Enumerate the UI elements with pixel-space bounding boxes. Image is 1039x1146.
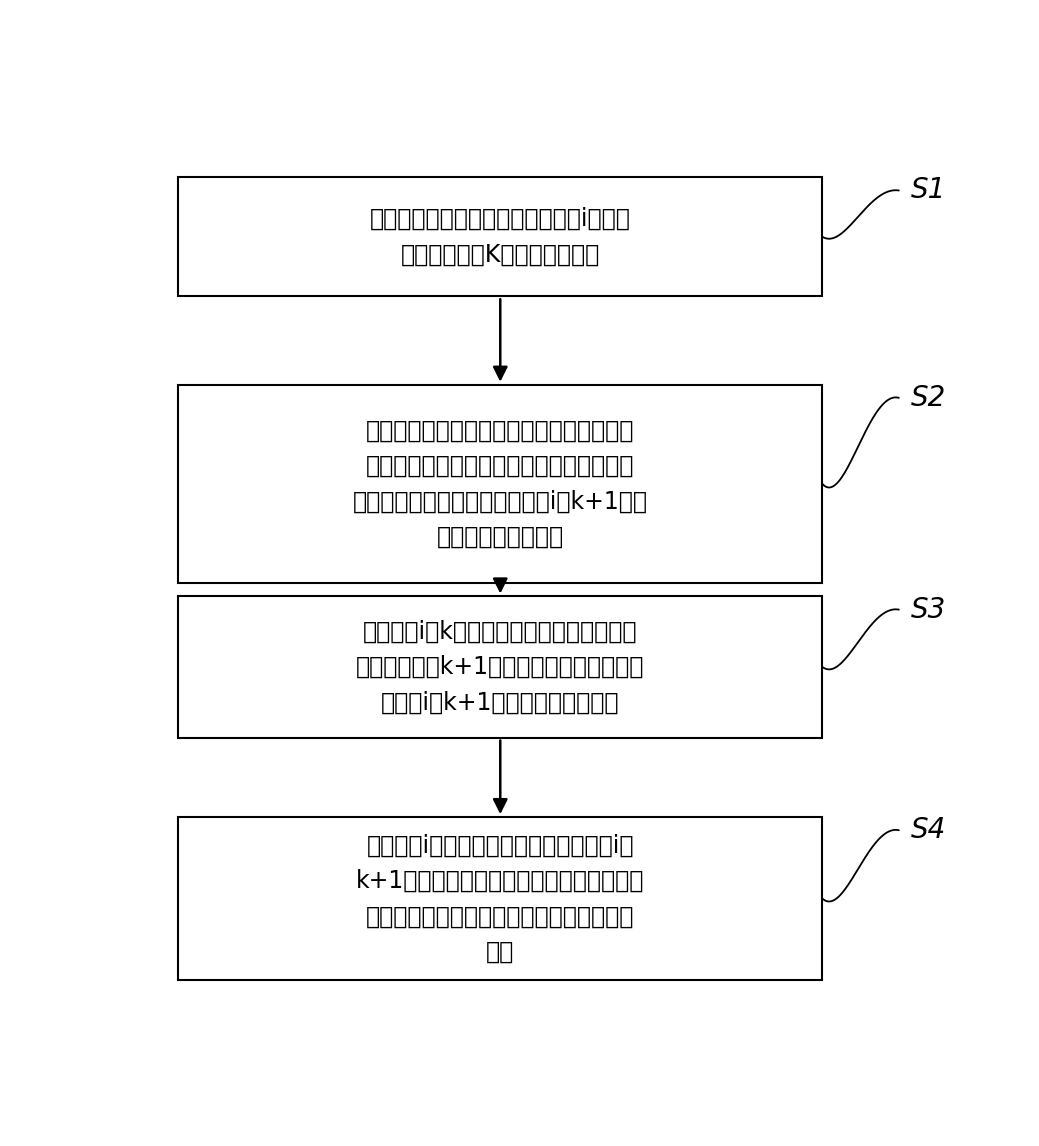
Text: 根据空调i在k时刻的功率系数和作为其作用
对象的机柜在k+1时刻的温度偏差系数计算
出空调i在k+1时刻的温度控制因子: 根据空调i在k时刻的功率系数和作为其作用 对象的机柜在k+1时刻的温度偏差系数计… [356,620,644,714]
Bar [179,817,823,980]
Text: 采集机房内每个机柜的实时环境温度值，根
据每个机柜的环境温度值和对应的预设标准
温度值计算所有机柜对应于空调i在k+1时刻
的环境温度偏差系数: 采集机房内每个机柜的实时环境温度值，根 据每个机柜的环境温度值和对应的预设标准 … [353,418,647,549]
Bar [179,178,823,297]
Bar [179,385,823,583]
Bar [179,596,823,738]
Text: S4: S4 [911,816,947,845]
Text: 采集空调的实时功率，并根据空调i的实时
功率计算其在K时刻的功率系数: 采集空调的实时功率，并根据空调i的实时 功率计算其在K时刻的功率系数 [370,207,631,267]
Text: S1: S1 [911,176,947,204]
Text: S2: S2 [911,384,947,411]
Text: 根据空调i的温度控制因子反馈控制空调i在
k+1时刻的实时功率，重复上述步骤，使得
机柜的环境温度在预设标准温度处保持动态
平衡: 根据空调i的温度控制因子反馈控制空调i在 k+1时刻的实时功率，重复上述步骤，使… [356,833,644,964]
Text: S3: S3 [911,596,947,623]
